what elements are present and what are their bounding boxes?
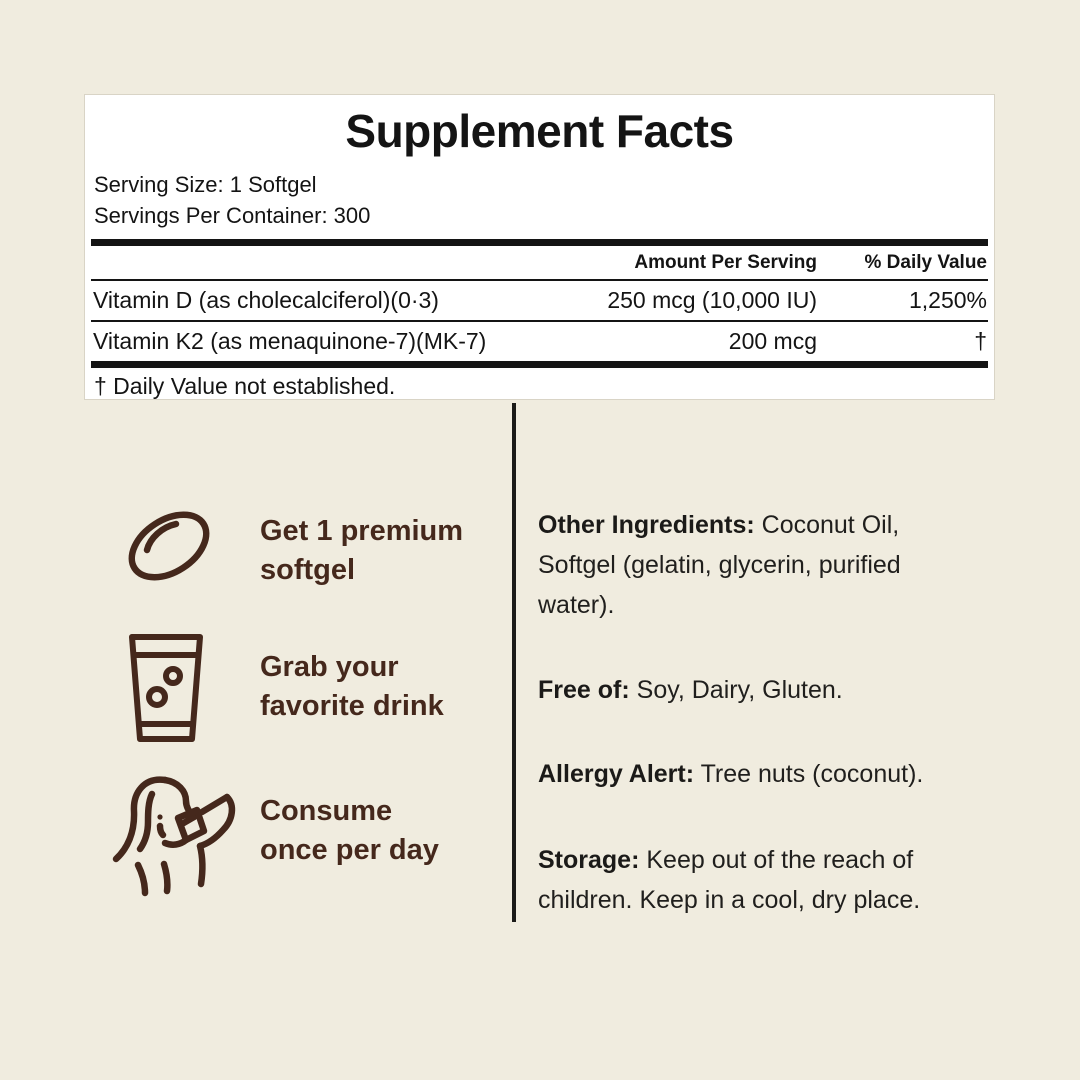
facts-table-header: Amount Per Serving % Daily Value bbox=[91, 246, 988, 281]
step-label: Consume once per day bbox=[260, 795, 439, 866]
nutrient-daily-value: 1,250% bbox=[908, 287, 987, 313]
nutrient-daily-value: † bbox=[974, 328, 987, 354]
facts-table: Amount Per Serving % Daily Value Vitamin… bbox=[91, 246, 988, 361]
supplement-facts-panel: Supplement Facts Serving Size: 1 Softgel… bbox=[84, 94, 995, 400]
info-label: Free of: bbox=[538, 676, 630, 704]
storage-block: Storage: Keep out of the reach of childr… bbox=[538, 840, 968, 920]
nutrient-amount: 200 mcg bbox=[728, 328, 817, 354]
info-label: Allergy Alert: bbox=[538, 760, 695, 788]
nutrient-name: Vitamin D (as cholecalciferol)(0·3) bbox=[93, 287, 439, 313]
other-ingredients-block: Other Ingredients: Coconut Oil, Softgel … bbox=[538, 505, 968, 625]
woman-drinking-icon bbox=[108, 772, 244, 905]
panel-title: Supplement Facts bbox=[345, 105, 734, 157]
info-text: Soy, Dairy, Gluten. bbox=[636, 676, 843, 704]
header-amount: Amount Per Serving bbox=[634, 251, 817, 273]
drink-glass-icon bbox=[126, 632, 206, 749]
daily-value-footnote: † Daily Value not established. bbox=[94, 373, 396, 399]
softgel-icon bbox=[118, 496, 220, 599]
info-label: Other Ingredients: bbox=[538, 511, 755, 539]
servings-per-container: Servings Per Container: 300 bbox=[94, 203, 371, 228]
step-label: Grab your favorite drink bbox=[260, 651, 444, 722]
table-row: Vitamin K2 (as menaquinone-7)(MK-7) 200 … bbox=[91, 322, 988, 361]
allergy-alert-block: Allergy Alert: Tree nuts (coconut). bbox=[538, 754, 968, 794]
nutrient-name: Vitamin K2 (as menaquinone-7)(MK-7) bbox=[93, 328, 487, 354]
info-text: Keep out of the reach of children. Keep … bbox=[538, 846, 921, 914]
info-text: Coconut Oil, Softgel (gelatin, glycerin,… bbox=[538, 511, 901, 619]
vertical-divider bbox=[512, 403, 516, 922]
serving-size: Serving Size: 1 Softgel bbox=[94, 172, 317, 197]
info-text: Tree nuts (coconut). bbox=[700, 760, 924, 788]
thick-rule-bottom bbox=[91, 361, 988, 368]
step-label: Get 1 premium softgel bbox=[260, 515, 464, 586]
info-label: Storage: bbox=[538, 846, 640, 874]
header-daily-value: % Daily Value bbox=[864, 251, 987, 273]
thick-rule-top bbox=[91, 239, 988, 246]
table-row: Vitamin D (as cholecalciferol)(0·3) 250 … bbox=[91, 281, 988, 322]
free-of-block: Free of: Soy, Dairy, Gluten. bbox=[538, 670, 968, 710]
nutrient-amount: 250 mcg (10,000 IU) bbox=[607, 287, 817, 313]
